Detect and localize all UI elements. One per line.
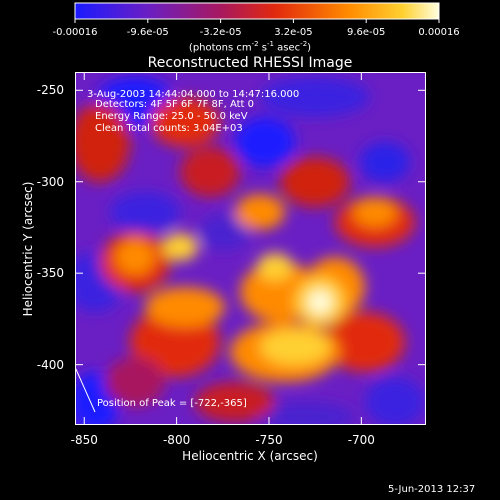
heatmap-plot (75, 72, 426, 425)
colorbar-tick-marks (74, 19, 440, 23)
colorbar-unit-label: (photons cm-2 s-1 asec-2) (188, 40, 312, 54)
y-axis-label: Heliocentric Y (arcsec) (21, 181, 35, 317)
colorbar (74, 2, 440, 23)
x-tick-label: -700 (347, 433, 375, 447)
colorbar-tick-label: 3.2e-05 (274, 27, 313, 38)
detectors-annotation: Detectors: 4F 5F 6F 7F 8F, Att 0 (95, 99, 255, 110)
colorbar-tick-label: -0.00016 (52, 27, 98, 38)
clean-counts-annotation: Clean Total counts: 3.04E+03 (95, 123, 243, 134)
colorbar-tick-label: 0.00016 (418, 27, 460, 38)
x-axis-label: Heliocentric X (arcsec) (182, 449, 318, 463)
time-range-annotation: 3-Aug-2003 14:44:04.000 to 14:47:16.000 (87, 89, 300, 100)
colorbar-tick-label: 9.6e-05 (346, 27, 386, 38)
peak-pointer-line (75, 366, 96, 413)
axis-tick-marks (75, 72, 426, 425)
x-tick-label: -800 (162, 433, 191, 447)
colorbar-gradient (74, 2, 440, 20)
y-tick-label: -300 (36, 174, 64, 189)
x-tick-label: -750 (255, 433, 283, 447)
x-tick-label: -850 (70, 433, 98, 447)
y-tick-label: -400 (36, 357, 64, 372)
heatmap-blobs (75, 77, 425, 425)
y-tick-label: -350 (36, 266, 64, 281)
colorbar-tick-label: -3.2e-05 (199, 27, 242, 38)
timestamp: 5-Jun-2013 12:37 (388, 484, 476, 495)
y-tick-label: -250 (36, 83, 64, 98)
colorbar-tick-label: -9.6e-05 (126, 27, 169, 38)
chart-title: Reconstructed RHESSI Image (147, 55, 353, 71)
energy-annotation: Energy Range: 25.0 - 50.0 keV (95, 111, 248, 122)
peak-position-annotation: Position of Peak = [-722,-365] (97, 398, 247, 409)
